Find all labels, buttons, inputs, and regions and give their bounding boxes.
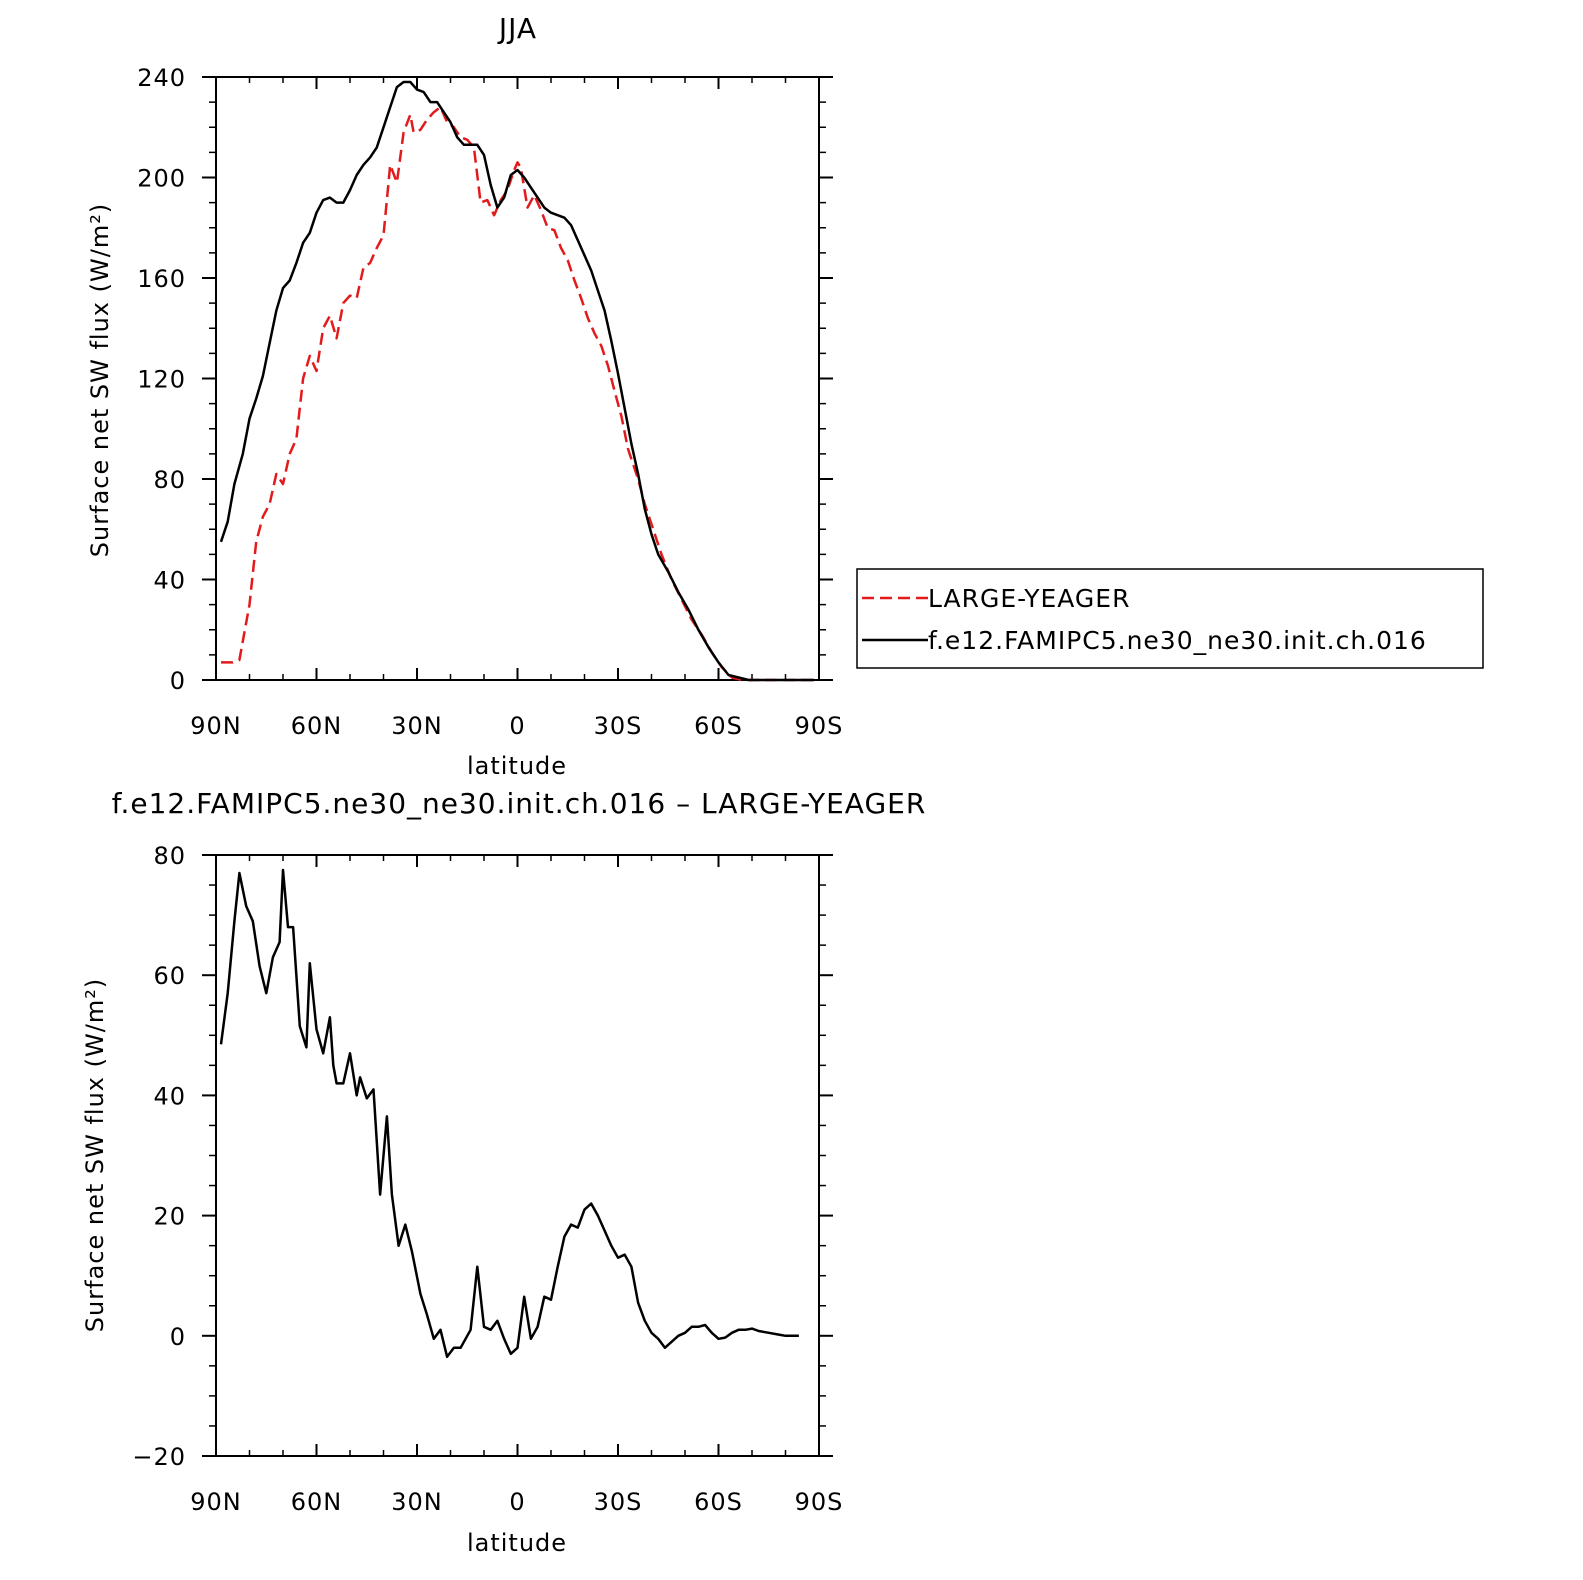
legend: LARGE-YEAGER f.e12.FAMIPC5.ne30_ne30.ini… <box>856 568 1484 669</box>
top-y-tick-label: 200 <box>137 165 186 193</box>
top-axis-ticks: 90N 60N 30N 0 30S 60S 90S 0 40 80 120 160 200 240 <box>137 64 844 740</box>
top-series-line-f-e12-famipc5-ne30-ne30-init-ch-016 <box>219 80 814 682</box>
bottom-axis-ticks: 90N 60N 30N 0 30S 60S 90S −20 0 20 40 60 80 <box>132 842 844 1516</box>
legend-label-model: f.e12.FAMIPC5.ne30_ne30.init.ch.016 <box>928 626 1427 655</box>
bottom-series-line-series-1 <box>219 868 799 1359</box>
top-panel: JJA 90N 60N 30N 0 30S 60S 90S 0 40 80 120 160 200 240… <box>86 12 844 780</box>
bottom-y-tick-label: 80 <box>153 842 186 870</box>
top-x-tick-label: 60N <box>291 712 343 740</box>
top-series-line-large-yeager <box>221 105 814 682</box>
bottom-y-tick-label: 40 <box>153 1082 186 1110</box>
bottom-y-tick-label: 60 <box>153 962 186 990</box>
bottom-x-tick-label: 30N <box>391 1488 443 1516</box>
top-y-tick-label: 160 <box>137 265 186 293</box>
top-x-tick-label: 30S <box>594 712 643 740</box>
bottom-x-tick-label: 60N <box>291 1488 343 1516</box>
bottom-x-tick-label: 90S <box>795 1488 844 1516</box>
top-plot-frame <box>215 76 820 681</box>
top-y-tick-label: 80 <box>153 466 186 494</box>
top-series-lines <box>219 80 814 682</box>
bottom-x-tick-label: 90N <box>190 1488 242 1516</box>
top-x-tick-label: 90N <box>190 712 242 740</box>
bottom-y-tick-label: −20 <box>132 1443 186 1471</box>
top-y-axis-title: Surface net SW flux (W/m²) <box>86 203 114 557</box>
top-x-axis-title: latitude <box>467 752 567 780</box>
legend-label-large-yeager: LARGE-YEAGER <box>928 584 1130 613</box>
top-y-tick-label: 40 <box>153 567 186 595</box>
top-x-tick-label: 90S <box>795 712 844 740</box>
bottom-series-lines <box>219 868 799 1359</box>
bottom-y-axis-title: Surface net SW flux (W/m²) <box>81 978 109 1332</box>
bottom-x-tick-label: 30S <box>594 1488 643 1516</box>
legend-box <box>856 568 1484 669</box>
top-y-tick-label: 0 <box>170 667 186 695</box>
bottom-y-tick-label: 0 <box>170 1323 186 1351</box>
bottom-y-tick-label: 20 <box>153 1203 186 1231</box>
bottom-panel: f.e12.FAMIPC5.ne30_ne30.init.ch.016 – LA… <box>81 787 927 1557</box>
top-y-tick-label: 240 <box>137 64 186 92</box>
top-x-tick-label: 30N <box>391 712 443 740</box>
bottom-x-tick-label: 0 <box>509 1488 525 1516</box>
top-x-tick-label: 60S <box>694 712 743 740</box>
bottom-plot-frame <box>215 854 820 1457</box>
bottom-plot-title: f.e12.FAMIPC5.ne30_ne30.init.ch.016 – LA… <box>112 787 927 820</box>
top-y-tick-label: 120 <box>137 366 186 394</box>
bottom-x-tick-label: 60S <box>694 1488 743 1516</box>
bottom-x-axis-title: latitude <box>467 1529 567 1557</box>
top-plot-title: JJA <box>497 12 537 45</box>
top-x-tick-label: 0 <box>509 712 525 740</box>
